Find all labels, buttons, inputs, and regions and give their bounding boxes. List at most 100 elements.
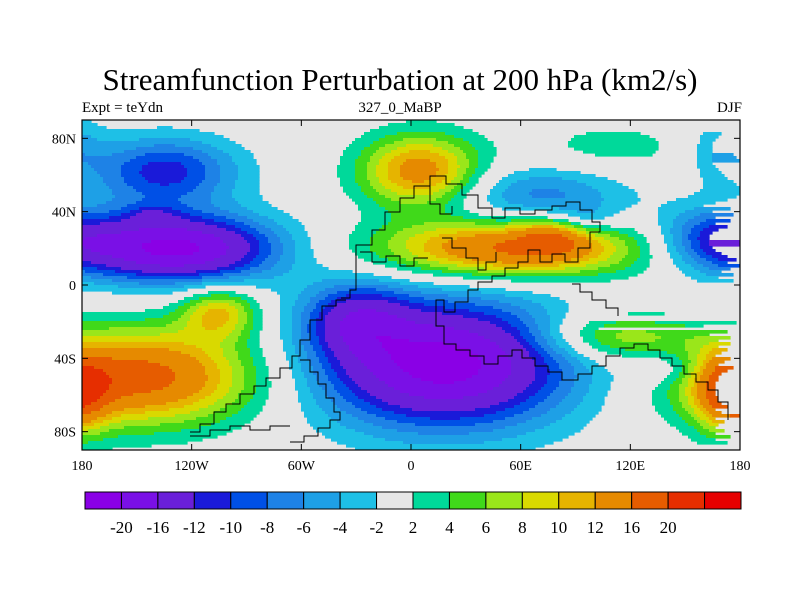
- field-cell: [202, 150, 224, 154]
- field-cell: [685, 390, 692, 394]
- field-cell: [340, 177, 356, 181]
- field-cell: [544, 399, 563, 403]
- field-cell: [589, 258, 608, 262]
- field-cell: [340, 393, 356, 397]
- field-cell: [223, 273, 251, 277]
- field-cell: [526, 420, 557, 424]
- field-cell: [328, 396, 344, 400]
- field-cell: [262, 270, 290, 274]
- field-cell: [559, 189, 599, 193]
- field-cell: [430, 237, 458, 241]
- field-cell: [703, 249, 716, 253]
- colorbar-box: [667, 491, 706, 510]
- field-cell: [679, 357, 689, 361]
- field-cell: [676, 354, 689, 358]
- field-cell: [295, 378, 308, 382]
- field-cell: [82, 153, 86, 157]
- field-cell: [232, 156, 254, 160]
- field-cell: [217, 366, 233, 370]
- field-cell: [355, 174, 368, 178]
- field-cell: [121, 420, 185, 424]
- field-cell: [388, 168, 401, 172]
- field-cell: [511, 333, 521, 337]
- field-cell: [322, 348, 332, 352]
- field-cell: [640, 246, 650, 250]
- field-cell: [82, 357, 113, 361]
- field-cell: [208, 378, 221, 382]
- field-cell: [571, 411, 599, 415]
- field-cell: [496, 243, 575, 247]
- field-cell: [478, 357, 509, 361]
- field-cell: [217, 327, 236, 331]
- colorbar-label: -2: [369, 518, 383, 537]
- field-cell: [637, 258, 650, 262]
- field-cell: [337, 390, 353, 394]
- field-cell: [199, 306, 236, 310]
- field-cell: [256, 255, 269, 259]
- field-cell: [112, 378, 176, 382]
- field-cell: [520, 330, 530, 334]
- field-cell: [622, 354, 677, 358]
- field-cell: [82, 162, 89, 166]
- field-cell: [145, 153, 185, 157]
- field-cell: [442, 270, 479, 274]
- field-cell: [199, 249, 227, 253]
- field-cell: [661, 228, 671, 232]
- field-cell: [91, 411, 113, 415]
- field-cell: [253, 360, 266, 364]
- field-cell: [295, 255, 314, 259]
- field-cell: [616, 336, 662, 340]
- field-cell: [529, 396, 548, 400]
- field-cell: [505, 378, 536, 382]
- field-cell: [388, 258, 407, 262]
- field-cell: [184, 297, 200, 301]
- field-cell: [391, 150, 410, 154]
- field-cell: [682, 432, 701, 436]
- field-cell: [397, 267, 422, 271]
- field-cell: [718, 258, 737, 262]
- field-cell: [547, 339, 557, 343]
- field-cell: [550, 369, 563, 373]
- field-cell: [376, 150, 392, 154]
- field-cell: [697, 372, 704, 376]
- field-cell: [700, 366, 707, 370]
- field-cell: [145, 177, 185, 181]
- field-cell: [214, 258, 242, 262]
- field-cell: [517, 315, 533, 319]
- field-cell: [199, 360, 215, 364]
- field-cell: [238, 213, 260, 217]
- field-cell: [478, 156, 494, 160]
- field-cell: [184, 342, 221, 346]
- field-cell: [445, 210, 470, 214]
- field-cell: [253, 309, 263, 313]
- field-cell: [472, 375, 509, 379]
- field-cell: [325, 327, 341, 331]
- field-cell: [364, 432, 419, 436]
- field-cell: [82, 336, 227, 340]
- field-cell: [388, 222, 425, 226]
- field-cell: [208, 354, 224, 358]
- field-cell: [502, 261, 554, 265]
- field-cell: [469, 141, 494, 145]
- field-cell: [400, 282, 434, 286]
- field-cell: [511, 360, 536, 364]
- field-cell: [535, 366, 548, 370]
- field-cell: [688, 237, 698, 241]
- field-cell: [343, 150, 362, 154]
- field-cell: [292, 327, 302, 331]
- field-cell: [325, 321, 341, 325]
- field-cell: [103, 393, 134, 397]
- field-cell: [709, 360, 725, 364]
- field-cell: [457, 231, 509, 235]
- field-cell: [700, 351, 710, 355]
- field-cell: [385, 144, 407, 148]
- field-cell: [82, 447, 113, 450]
- field-cell: [205, 381, 221, 385]
- field-cell: [334, 285, 389, 289]
- field-cell: [703, 177, 728, 181]
- field-cell: [571, 363, 584, 367]
- field-cell: [679, 429, 698, 433]
- field-cell: [367, 162, 380, 166]
- field-cell: [82, 141, 203, 145]
- field-cell: [598, 240, 611, 244]
